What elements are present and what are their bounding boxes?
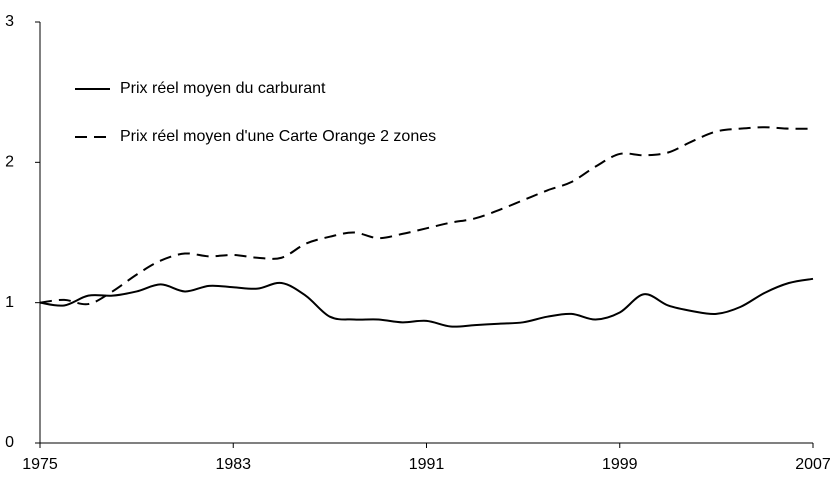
legend-label: Prix réel moyen d'une Carte Orange 2 zon… [120, 128, 436, 145]
y-tick-label: 2 [5, 154, 14, 171]
y-tick-label: 3 [5, 13, 14, 30]
data-line [39, 277, 814, 328]
x-tick-label: 1999 [602, 456, 638, 473]
x-tick-label: 2007 [795, 456, 831, 473]
data-line [39, 126, 814, 306]
x-tick-label: 1983 [215, 456, 251, 473]
legend-label: Prix réel moyen du carburant [120, 80, 326, 97]
x-tick-label: 1975 [22, 456, 58, 473]
y-tick-label: 1 [5, 294, 14, 311]
x-tick-label: 1991 [409, 456, 445, 473]
y-tick-label: 0 [5, 434, 14, 451]
